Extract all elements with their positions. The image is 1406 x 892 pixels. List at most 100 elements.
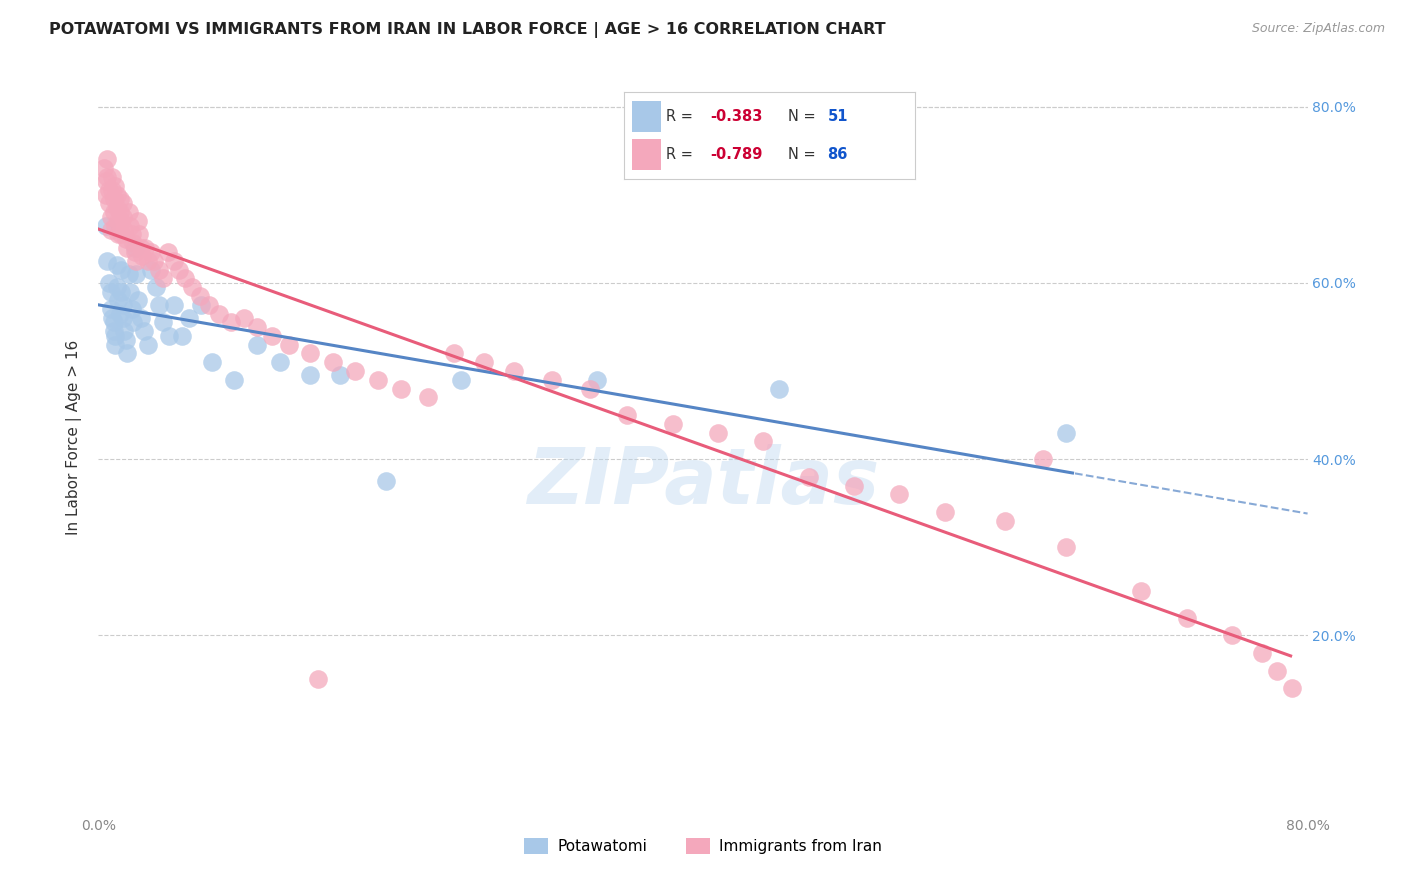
Point [103, 192, 125, 206]
Point [103, 316, 125, 330]
Point [299, 368, 322, 383]
Point [167, 262, 190, 277]
Point [136, 337, 159, 351]
Point [108, 192, 131, 206]
Point [797, 469, 820, 483]
Y-axis label: In Labor Force | Age > 16: In Labor Force | Age > 16 [66, 340, 83, 534]
Point [96, 153, 118, 167]
Point [1054, 425, 1077, 440]
Point [100, 285, 122, 299]
Point [262, 328, 284, 343]
Point [232, 311, 254, 326]
Point [132, 324, 155, 338]
Point [134, 241, 156, 255]
Point [107, 293, 129, 308]
Point [752, 434, 775, 449]
Point [152, 316, 174, 330]
Point [173, 271, 195, 285]
Text: POTAWATOMI VS IMMIGRANTS FROM IRAN IN LABOR FORCE | AGE > 16 CORRELATION CHART: POTAWATOMI VS IMMIGRANTS FROM IRAN IN LA… [49, 22, 886, 38]
Point [110, 214, 132, 228]
Point [889, 487, 911, 501]
Point [661, 417, 683, 431]
Point [104, 219, 127, 233]
Point [94, 219, 117, 233]
Point [540, 373, 562, 387]
Point [131, 249, 153, 263]
Point [307, 673, 329, 687]
Point [374, 474, 396, 488]
Point [1175, 611, 1198, 625]
Point [108, 307, 131, 321]
Text: Source: ZipAtlas.com: Source: ZipAtlas.com [1251, 22, 1385, 36]
Point [104, 178, 127, 193]
Point [107, 227, 129, 242]
Point [344, 364, 367, 378]
Point [104, 328, 127, 343]
Point [105, 201, 128, 215]
Point [111, 210, 134, 224]
Point [159, 328, 181, 343]
Point [416, 391, 439, 405]
Point [110, 227, 132, 242]
Point [197, 298, 219, 312]
Point [277, 337, 299, 351]
Point [94, 187, 117, 202]
Point [96, 169, 118, 184]
Point [224, 373, 246, 387]
Point [104, 337, 127, 351]
Point [616, 408, 638, 422]
Point [98, 183, 121, 197]
Point [120, 219, 142, 233]
Point [141, 262, 163, 277]
Point [94, 174, 117, 188]
Point [114, 333, 136, 347]
Legend: Potawatomi, Immigrants from Iran: Potawatomi, Immigrants from Iran [517, 832, 889, 860]
Point [329, 368, 352, 383]
Point [120, 285, 142, 299]
Point [105, 187, 128, 202]
Point [188, 289, 211, 303]
Point [246, 337, 269, 351]
Point [107, 214, 129, 228]
Point [201, 355, 224, 369]
Point [299, 346, 322, 360]
Point [125, 267, 148, 281]
Point [934, 505, 956, 519]
Point [124, 244, 146, 259]
Point [129, 311, 152, 326]
Point [103, 324, 125, 338]
Point [148, 298, 170, 312]
Point [98, 196, 121, 211]
Point [105, 280, 128, 294]
Point [389, 382, 412, 396]
Point [472, 355, 495, 369]
Point [127, 214, 149, 228]
Point [1251, 646, 1274, 660]
Point [181, 280, 204, 294]
Point [124, 241, 146, 255]
Point [156, 244, 179, 259]
Point [121, 227, 143, 242]
Point [101, 169, 124, 184]
Point [100, 302, 122, 317]
Point [129, 241, 152, 255]
Point [246, 319, 269, 334]
Point [1267, 664, 1289, 678]
Point [112, 223, 135, 237]
Point [578, 382, 600, 396]
Point [269, 355, 291, 369]
Point [141, 244, 163, 259]
Point [111, 196, 134, 211]
Point [503, 364, 526, 378]
Point [110, 262, 132, 277]
Point [122, 236, 145, 251]
Point [103, 205, 125, 219]
Point [170, 328, 193, 343]
Point [143, 253, 166, 268]
Point [115, 346, 138, 360]
Point [1032, 452, 1054, 467]
Point [118, 205, 141, 219]
Point [110, 285, 132, 299]
Text: ZIPatlas: ZIPatlas [527, 444, 879, 520]
Point [148, 262, 170, 277]
